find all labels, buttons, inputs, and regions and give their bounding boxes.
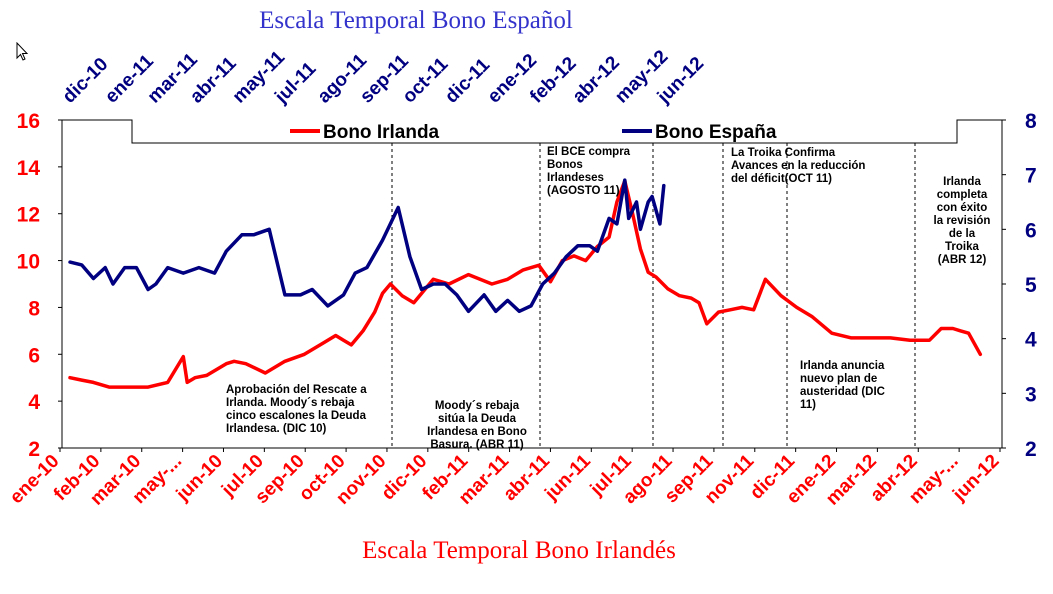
annotation-line: con éxito (937, 202, 987, 214)
right-tick-label: 8 (1025, 110, 1037, 133)
title-bottom: Escala Temporal Bono Irlandés (362, 537, 676, 564)
left-tick-label: 6 (28, 344, 40, 367)
annotation-line: Aprobación del Rescate a (226, 384, 367, 396)
right-tick-label: 6 (1025, 219, 1037, 242)
annotation-line: La Troika Confirma (731, 147, 836, 159)
left-tick-label: 16 (17, 110, 40, 133)
top-tick-label: dic-10 (59, 54, 113, 108)
annotation-review: Irlanda completa con éxito la revisión de la… (934, 176, 991, 266)
bottom-tick-label: jun-12 (948, 451, 1003, 506)
annotation-line: Irlandesa en Bono (427, 426, 527, 438)
right-tick-label: 2 (1025, 438, 1037, 461)
right-tick-label: 5 (1025, 274, 1037, 297)
series-line-ireland (68, 179, 983, 389)
annotation-line: Irlanda (943, 176, 981, 188)
annotation-line: (ABR 12) (938, 254, 987, 266)
bottom-tick-label: dic-10 (378, 451, 432, 505)
legend-label-spain: Bono España (655, 122, 777, 143)
annotation-line: completa (937, 189, 988, 201)
annotation-line: Avances en la reducción (731, 160, 865, 172)
left-tick-label: 8 (28, 297, 40, 320)
annotation-line: Irlanda. Moody´s rebaja (226, 397, 355, 409)
annotation-line: cinco escalones la Deuda (226, 410, 367, 422)
annotation-line: Moody´s rebaja (435, 400, 520, 412)
series-line-spain (68, 178, 666, 314)
right-tick-label: 3 (1025, 383, 1037, 406)
annotation-rescue: Aprobación del Rescate a Irlanda. Moody´s… (226, 384, 367, 435)
annotation-line: El BCE compra (547, 146, 631, 158)
annotation-line: sitúa la Deuda (438, 413, 517, 425)
annotation-line: (AGOSTO 11) (547, 185, 620, 197)
bottom-tick-label: jun-10 (172, 451, 227, 506)
annotation-line: 11) (800, 399, 816, 411)
right-tick-label: 7 (1025, 165, 1037, 188)
annotation-line: Basura. (ABR 11) (430, 439, 523, 451)
annotation-line: Irlanda anuncia (800, 360, 885, 372)
annotation-troika: La Troika Confirma Avances en la reducció… (731, 147, 865, 185)
bottom-tick-label: jun-11 (540, 450, 595, 505)
mouse-pointer-icon (16, 42, 29, 61)
top-tick-label: dic-11 (441, 54, 494, 107)
right-tick-label: 4 (1025, 329, 1037, 352)
left-tick-label: 4 (28, 391, 40, 414)
annotation-line: Troika (945, 241, 979, 253)
annotation-line: austeridad (DIC (800, 386, 885, 398)
legend-label-ireland: Bono Irlanda (323, 122, 440, 143)
annotation-line: nuevo plan de (800, 373, 877, 385)
left-tick-label: 10 (17, 251, 40, 274)
annotation-austerity: Irlanda anuncia nuevo plan de austeridad (… (800, 360, 885, 411)
annotation-line: Bonos (547, 159, 583, 171)
left-tick-label: 12 (17, 204, 40, 227)
annotation-line: Irlandeses (547, 172, 604, 184)
title-top: Escala Temporal Bono Español (259, 7, 573, 34)
left-tick-label: 14 (17, 157, 41, 180)
annotation-line: la revisión (934, 215, 991, 227)
top-tick-label: abr-12 (569, 52, 624, 107)
annotation-bce: El BCE compra Bonos Irlandeses (AGOSTO 11) (547, 146, 631, 197)
annotation-moodys: Moody´s rebaja sitúa la Deuda Irlandesa en… (427, 400, 527, 451)
annotation-line: del déficit(OCT 11) (731, 173, 832, 185)
annotation-line: Irlandesa. (DIC 10) (226, 423, 327, 435)
bottom-tick-label: abr-11 (500, 450, 555, 505)
legend-frame (62, 119, 1002, 144)
annotation-line: de la (949, 228, 976, 240)
left-tick-label: 2 (28, 438, 40, 461)
